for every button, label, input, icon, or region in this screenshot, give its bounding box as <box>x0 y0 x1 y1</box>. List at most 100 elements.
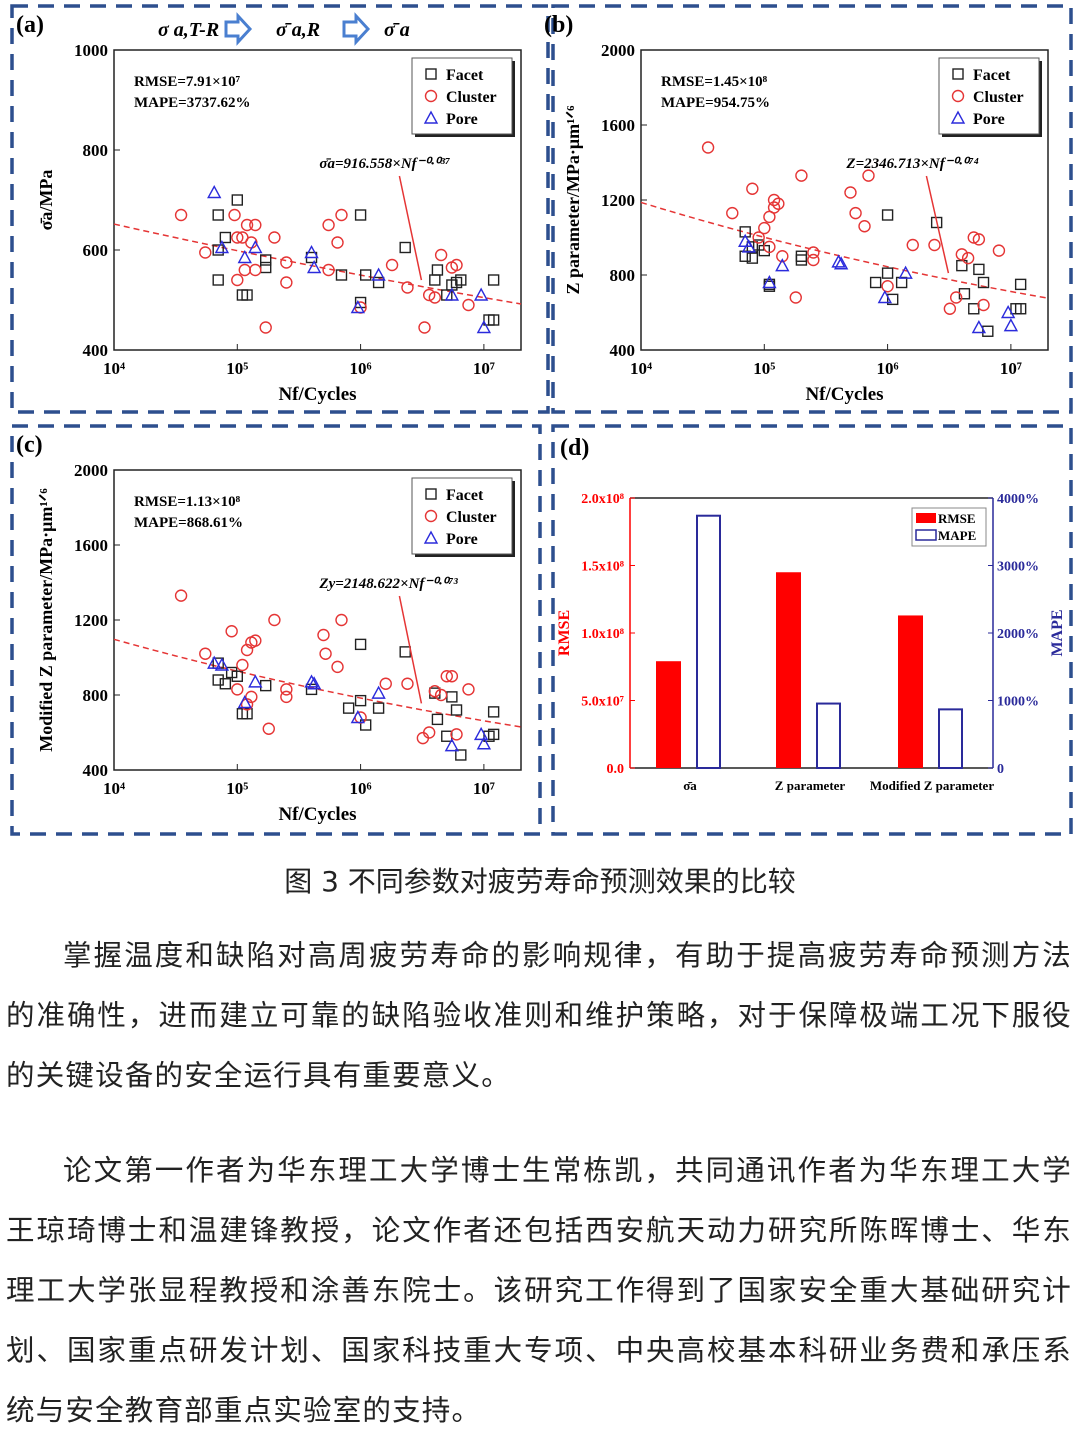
facet-point <box>429 274 441 286</box>
category-label: σ̄a <box>683 778 697 793</box>
fit-equation: Zy=2148.622×Nf⁻⁰·⁰⁷³ <box>318 576 458 592</box>
y-tick-label: 1200 <box>601 191 635 210</box>
facet-point <box>895 276 908 289</box>
legend-facet-icon <box>425 68 437 80</box>
pore-point <box>898 265 913 279</box>
figure-caption: 图 3 不同参数对疲劳寿命预测效果的比较 <box>284 865 796 898</box>
legend <box>411 57 513 135</box>
panel-label: (d) <box>560 435 589 461</box>
cluster-point <box>450 728 463 741</box>
facet-point <box>260 679 272 692</box>
facet-point <box>219 231 232 244</box>
y-tick-label: 400 <box>83 761 109 780</box>
y-axis-label: Z parameter/MPa·μm¹ᐟ⁶ <box>563 105 583 295</box>
category-label: Modified Z parameter <box>870 778 994 793</box>
legend-pore-icon <box>423 110 439 124</box>
x-tick-label: 10⁶ <box>350 359 372 378</box>
cluster-point <box>240 698 254 711</box>
legend-pore-icon <box>423 530 439 544</box>
facet-point <box>795 254 808 266</box>
facet-point <box>487 728 500 741</box>
rmse-bar <box>656 661 681 768</box>
cluster-point <box>262 722 275 735</box>
legend-label: Facet <box>446 487 484 504</box>
rmse-text: RMSE=1.13×10⁸ <box>134 494 241 510</box>
bar-chart-d: 0.0 5.0x10⁷ 1.0x10⁸ 1.5x10⁸ 2.0x10⁸ 0 1000% 200… <box>556 435 1066 793</box>
pore-point <box>1003 318 1019 332</box>
facet-point <box>342 702 355 714</box>
pore-point <box>444 287 460 301</box>
right-tick-label: 0 <box>997 762 1004 777</box>
fit-line <box>113 223 522 305</box>
cluster-point <box>418 321 431 334</box>
fit-equation: σ̄a=916.558×Nf⁻⁰·⁰³⁷ <box>319 156 450 172</box>
cluster-point <box>231 231 244 244</box>
scatter-chart-c: 10⁴ 10⁵ 10⁶ 10⁷ 400 800 1200 1600 2000 Facet Clust… <box>16 432 522 825</box>
cluster-point <box>259 321 272 334</box>
facet-point <box>260 254 272 266</box>
facet-point <box>1014 278 1027 291</box>
pore-point <box>306 676 322 690</box>
mape-text: MAPE=954.75% <box>661 95 770 111</box>
facet-point <box>219 678 232 690</box>
pore-point <box>741 239 757 253</box>
facet-point <box>487 314 500 326</box>
y-tick-label: 2000 <box>601 41 635 60</box>
cluster-point <box>445 670 459 683</box>
x-tick-label: 10⁷ <box>1000 359 1022 378</box>
legend-label: RMSE <box>938 511 976 526</box>
cluster-point <box>317 628 330 642</box>
facet-point <box>1014 303 1027 315</box>
facet-point <box>487 274 500 286</box>
legend-cluster-icon <box>424 509 438 523</box>
x-tick-label: 10⁷ <box>473 779 495 798</box>
annotation-arrow <box>398 595 423 704</box>
mape-bar <box>696 514 721 769</box>
cluster-point <box>240 218 254 232</box>
legend-label: Cluster <box>973 89 1024 106</box>
facet-point <box>231 194 243 206</box>
y-axis-label: Modified Z parameter/MPa·μm¹ᐟ⁶ <box>36 488 56 752</box>
pore-point <box>237 250 252 264</box>
cluster-point <box>906 238 919 252</box>
legend-facet-icon <box>425 488 437 500</box>
facet-point <box>212 244 224 256</box>
cluster-point <box>401 281 414 294</box>
mape-text: MAPE=868.61% <box>134 515 243 531</box>
cluster-point <box>199 647 212 660</box>
y-tick-label: 600 <box>83 241 109 260</box>
panel-label: (a) <box>16 12 44 38</box>
facet-point <box>241 289 253 301</box>
pore-point <box>476 736 492 750</box>
legend <box>411 477 513 555</box>
facet-point <box>399 241 411 254</box>
legend-rmse-swatch <box>916 513 936 523</box>
x-tick-label: 10⁶ <box>350 779 372 798</box>
facet-point <box>372 702 385 714</box>
pore-point <box>207 185 222 199</box>
facet-point <box>431 264 444 276</box>
legend-cluster-icon <box>951 89 965 103</box>
cluster-point <box>767 201 781 214</box>
left-tick-label: 5.0x10⁷ <box>581 695 624 710</box>
cluster-point <box>943 302 957 315</box>
cluster-point <box>967 231 980 244</box>
title-chain: σ a,T-R σ̄ a,R σ̄ a <box>158 12 410 46</box>
cluster-point <box>319 647 332 660</box>
x-axis-label: Nf/Cycles <box>278 804 356 825</box>
y-tick-label: 1000 <box>74 41 108 60</box>
cluster-point <box>280 276 293 289</box>
cluster-point <box>434 688 448 702</box>
x-tick-label: 10⁴ <box>630 359 652 378</box>
panel-label: (b) <box>544 12 573 38</box>
cluster-point <box>228 208 241 222</box>
cluster-point <box>249 218 262 232</box>
facet-point <box>881 267 894 279</box>
cluster-point <box>331 236 344 249</box>
figure-3: 10⁴ 10⁵ 10⁶ 10⁷ 400 600 800 1000 Facet Cluster Por… <box>10 4 1073 836</box>
pore-point <box>1000 305 1016 319</box>
x-axis-label: Nf/Cycles <box>805 384 883 405</box>
facet-point <box>795 250 808 262</box>
cluster-point <box>862 169 875 182</box>
right-tick-label: 1000% <box>997 695 1039 710</box>
